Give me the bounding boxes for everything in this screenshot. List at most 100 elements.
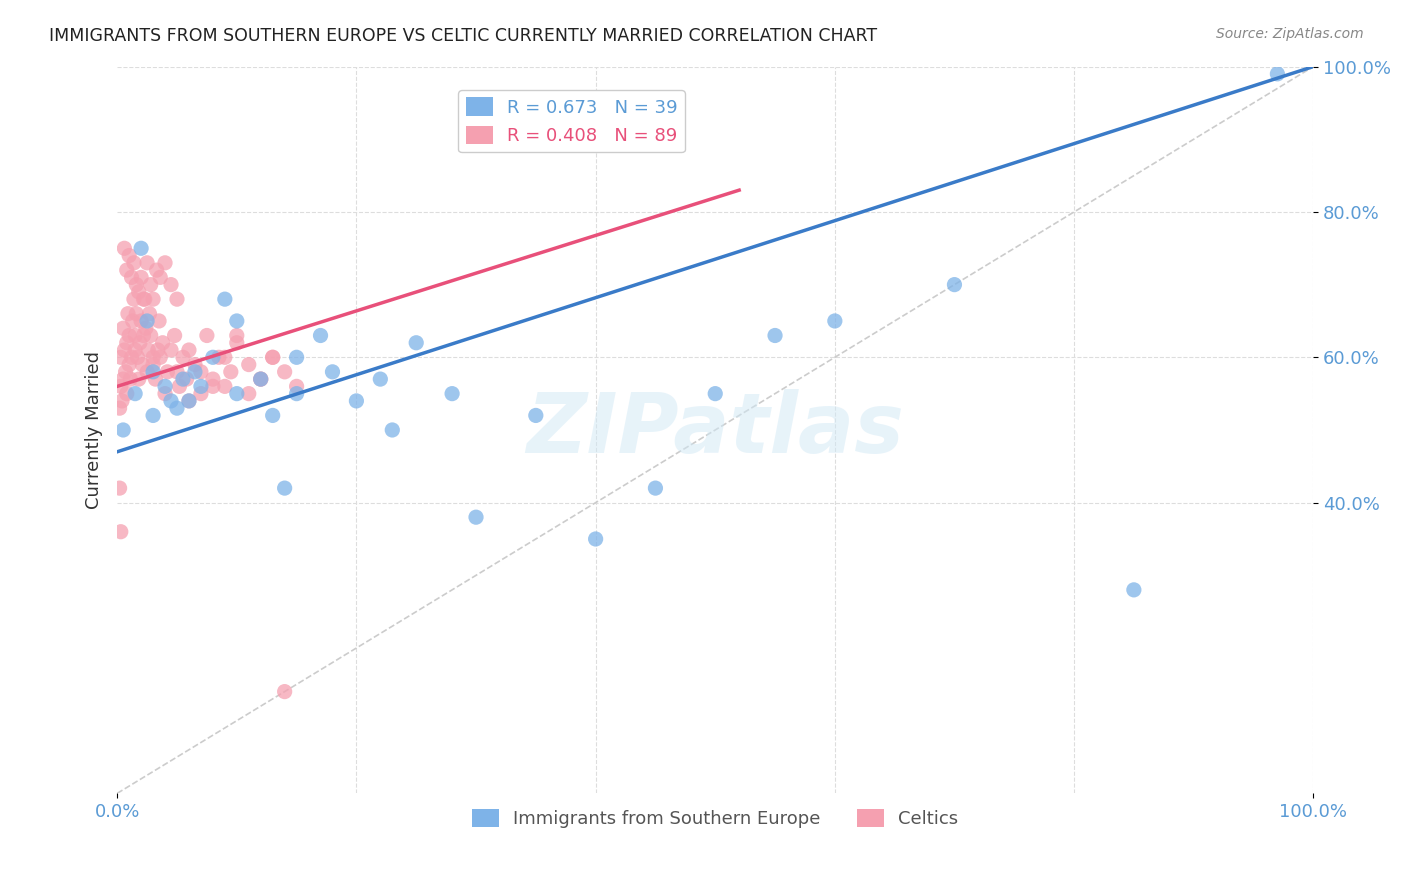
Point	[118, 248, 141, 262]
Point	[370, 372, 392, 386]
Point	[160, 343, 183, 357]
Point	[110, 351, 132, 365]
Point	[1267, 67, 1289, 81]
Point	[309, 328, 332, 343]
Legend: Immigrants from Southern Europe, Celtics: Immigrants from Southern Europe, Celtics	[464, 801, 966, 835]
Point	[225, 386, 247, 401]
Point	[1122, 582, 1144, 597]
Point	[131, 358, 153, 372]
Point	[136, 314, 159, 328]
Point	[129, 314, 152, 328]
Point	[172, 372, 194, 386]
Point	[120, 372, 142, 386]
Point	[118, 358, 141, 372]
Point	[644, 481, 666, 495]
Point	[441, 386, 464, 401]
Point	[146, 343, 169, 357]
Point	[160, 277, 183, 292]
Point	[121, 270, 143, 285]
Point	[136, 365, 159, 379]
Point	[121, 351, 143, 365]
Point	[273, 481, 295, 495]
Point	[249, 372, 271, 386]
Point	[184, 358, 207, 372]
Point	[136, 256, 159, 270]
Point	[225, 314, 247, 328]
Point	[704, 386, 727, 401]
Point	[156, 365, 179, 379]
Point	[117, 307, 139, 321]
Point	[125, 277, 148, 292]
Point	[115, 335, 138, 350]
Point	[160, 393, 183, 408]
Text: Source: ZipAtlas.com: Source: ZipAtlas.com	[1216, 27, 1364, 41]
Point	[201, 372, 224, 386]
Point	[190, 379, 212, 393]
Point	[238, 358, 260, 372]
Point	[108, 481, 131, 495]
Y-axis label: Currently Married: Currently Married	[86, 351, 103, 509]
Point	[225, 335, 247, 350]
Point	[177, 343, 200, 357]
Point	[190, 365, 212, 379]
Point	[177, 393, 200, 408]
Point	[132, 292, 155, 306]
Point	[166, 365, 188, 379]
Point	[285, 351, 308, 365]
Point	[124, 328, 146, 343]
Point	[128, 285, 150, 299]
Point	[184, 365, 207, 379]
Point	[465, 510, 488, 524]
Point	[153, 386, 176, 401]
Point	[262, 409, 284, 423]
Point	[139, 328, 162, 343]
Point	[524, 409, 547, 423]
Point	[112, 423, 135, 437]
Point	[129, 335, 152, 350]
Point	[153, 256, 176, 270]
Point	[273, 684, 295, 698]
Text: ZIPatlas: ZIPatlas	[526, 390, 904, 470]
Point	[112, 343, 135, 357]
Point	[405, 335, 427, 350]
Point	[139, 277, 162, 292]
Point	[128, 372, 150, 386]
Point	[262, 351, 284, 365]
Text: IMMIGRANTS FROM SOUTHERN EUROPE VS CELTIC CURRENTLY MARRIED CORRELATION CHART: IMMIGRANTS FROM SOUTHERN EUROPE VS CELTI…	[49, 27, 877, 45]
Point	[122, 292, 145, 306]
Point	[285, 386, 308, 401]
Point	[943, 277, 966, 292]
Point	[121, 314, 143, 328]
Point	[129, 241, 152, 255]
Point	[149, 270, 172, 285]
Point	[114, 365, 136, 379]
Point	[214, 292, 236, 306]
Point	[153, 379, 176, 393]
Point	[225, 328, 247, 343]
Point	[262, 351, 284, 365]
Point	[585, 532, 607, 546]
Point	[142, 409, 165, 423]
Point	[145, 263, 167, 277]
Point	[166, 401, 188, 416]
Point	[249, 372, 271, 386]
Point	[138, 307, 160, 321]
Point	[110, 524, 132, 539]
Point	[176, 372, 198, 386]
Point	[145, 372, 167, 386]
Point	[238, 386, 260, 401]
Point	[136, 343, 159, 357]
Point	[214, 379, 236, 393]
Point	[125, 307, 148, 321]
Point	[149, 351, 172, 365]
Point	[166, 292, 188, 306]
Point	[214, 351, 236, 365]
Point	[132, 328, 155, 343]
Point	[108, 401, 131, 416]
Point	[115, 263, 138, 277]
Point	[142, 292, 165, 306]
Point	[381, 423, 404, 437]
Point	[219, 365, 242, 379]
Point	[195, 328, 218, 343]
Point	[111, 393, 134, 408]
